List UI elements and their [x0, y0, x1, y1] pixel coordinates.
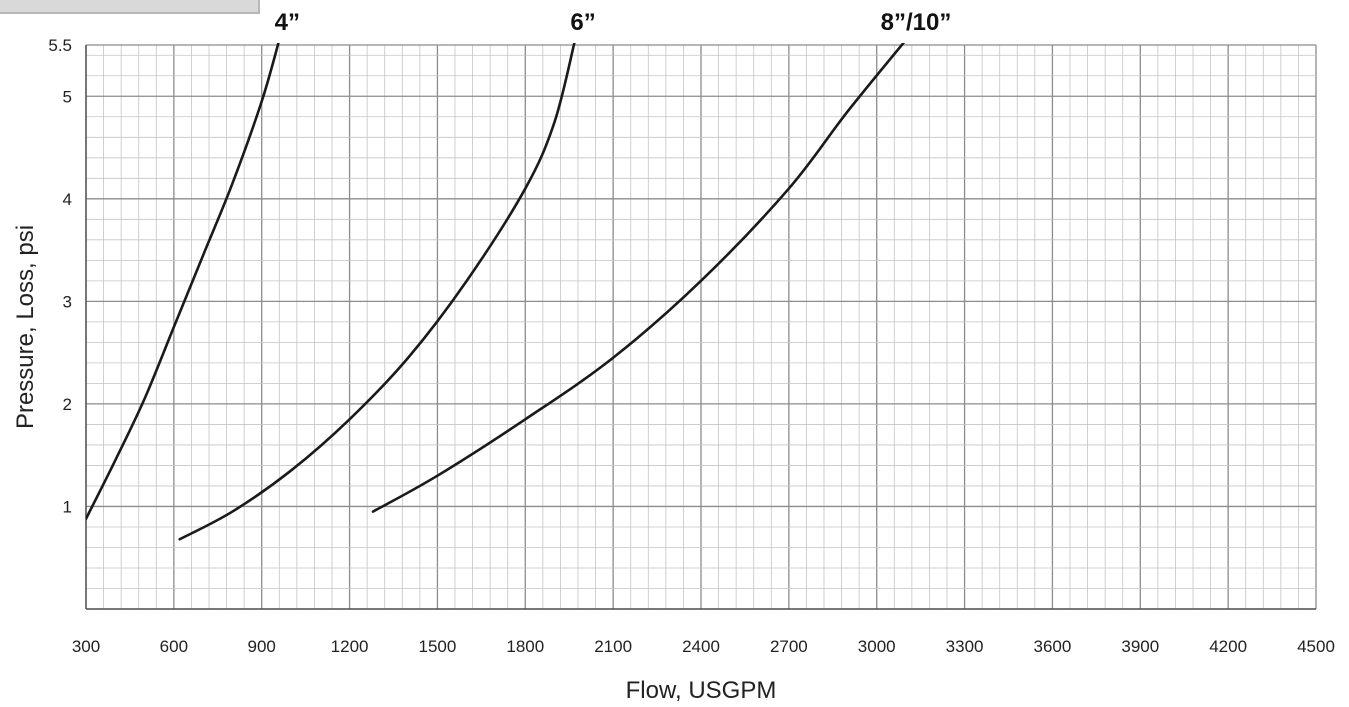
x-tick-label: 3600 — [1034, 637, 1072, 656]
series-line-2 — [178, 43, 576, 541]
x-tick-label: 900 — [248, 637, 276, 656]
series-line-3 — [371, 43, 906, 513]
x-tick-label: 4500 — [1297, 637, 1335, 656]
series-label-3: 8”/10” — [881, 9, 952, 36]
x-tick-label: 2700 — [770, 637, 808, 656]
x-tick-label: 300 — [72, 637, 100, 656]
y-tick-label: 1 — [63, 497, 72, 516]
x-tick-label: 4200 — [1209, 637, 1247, 656]
series-line-1 — [86, 43, 280, 521]
y-tick-label: 5.5 — [48, 36, 72, 55]
corner-tab — [0, 0, 260, 14]
x-tick-label: 600 — [160, 637, 188, 656]
y-tick-label: 5 — [63, 87, 72, 106]
x-tick-label: 1800 — [506, 637, 544, 656]
x-tick-label: 3000 — [858, 637, 896, 656]
x-tick-label: 2100 — [594, 637, 632, 656]
y-axis-title: Pressure, Loss, psi — [12, 225, 39, 429]
x-tick-label: 3300 — [946, 637, 984, 656]
x-tick-label: 1500 — [419, 637, 457, 656]
series-label-2: 6” — [570, 9, 595, 36]
x-axis-title: Flow, USGPM — [626, 677, 777, 704]
y-tick-label: 3 — [63, 292, 72, 311]
y-tick-label: 4 — [63, 190, 72, 209]
x-tick-label: 3900 — [1121, 637, 1159, 656]
y-tick-label: 2 — [63, 395, 72, 414]
x-tick-label: 2400 — [682, 637, 720, 656]
x-tick-label: 1200 — [331, 637, 369, 656]
series-label-1: 4” — [275, 9, 300, 36]
